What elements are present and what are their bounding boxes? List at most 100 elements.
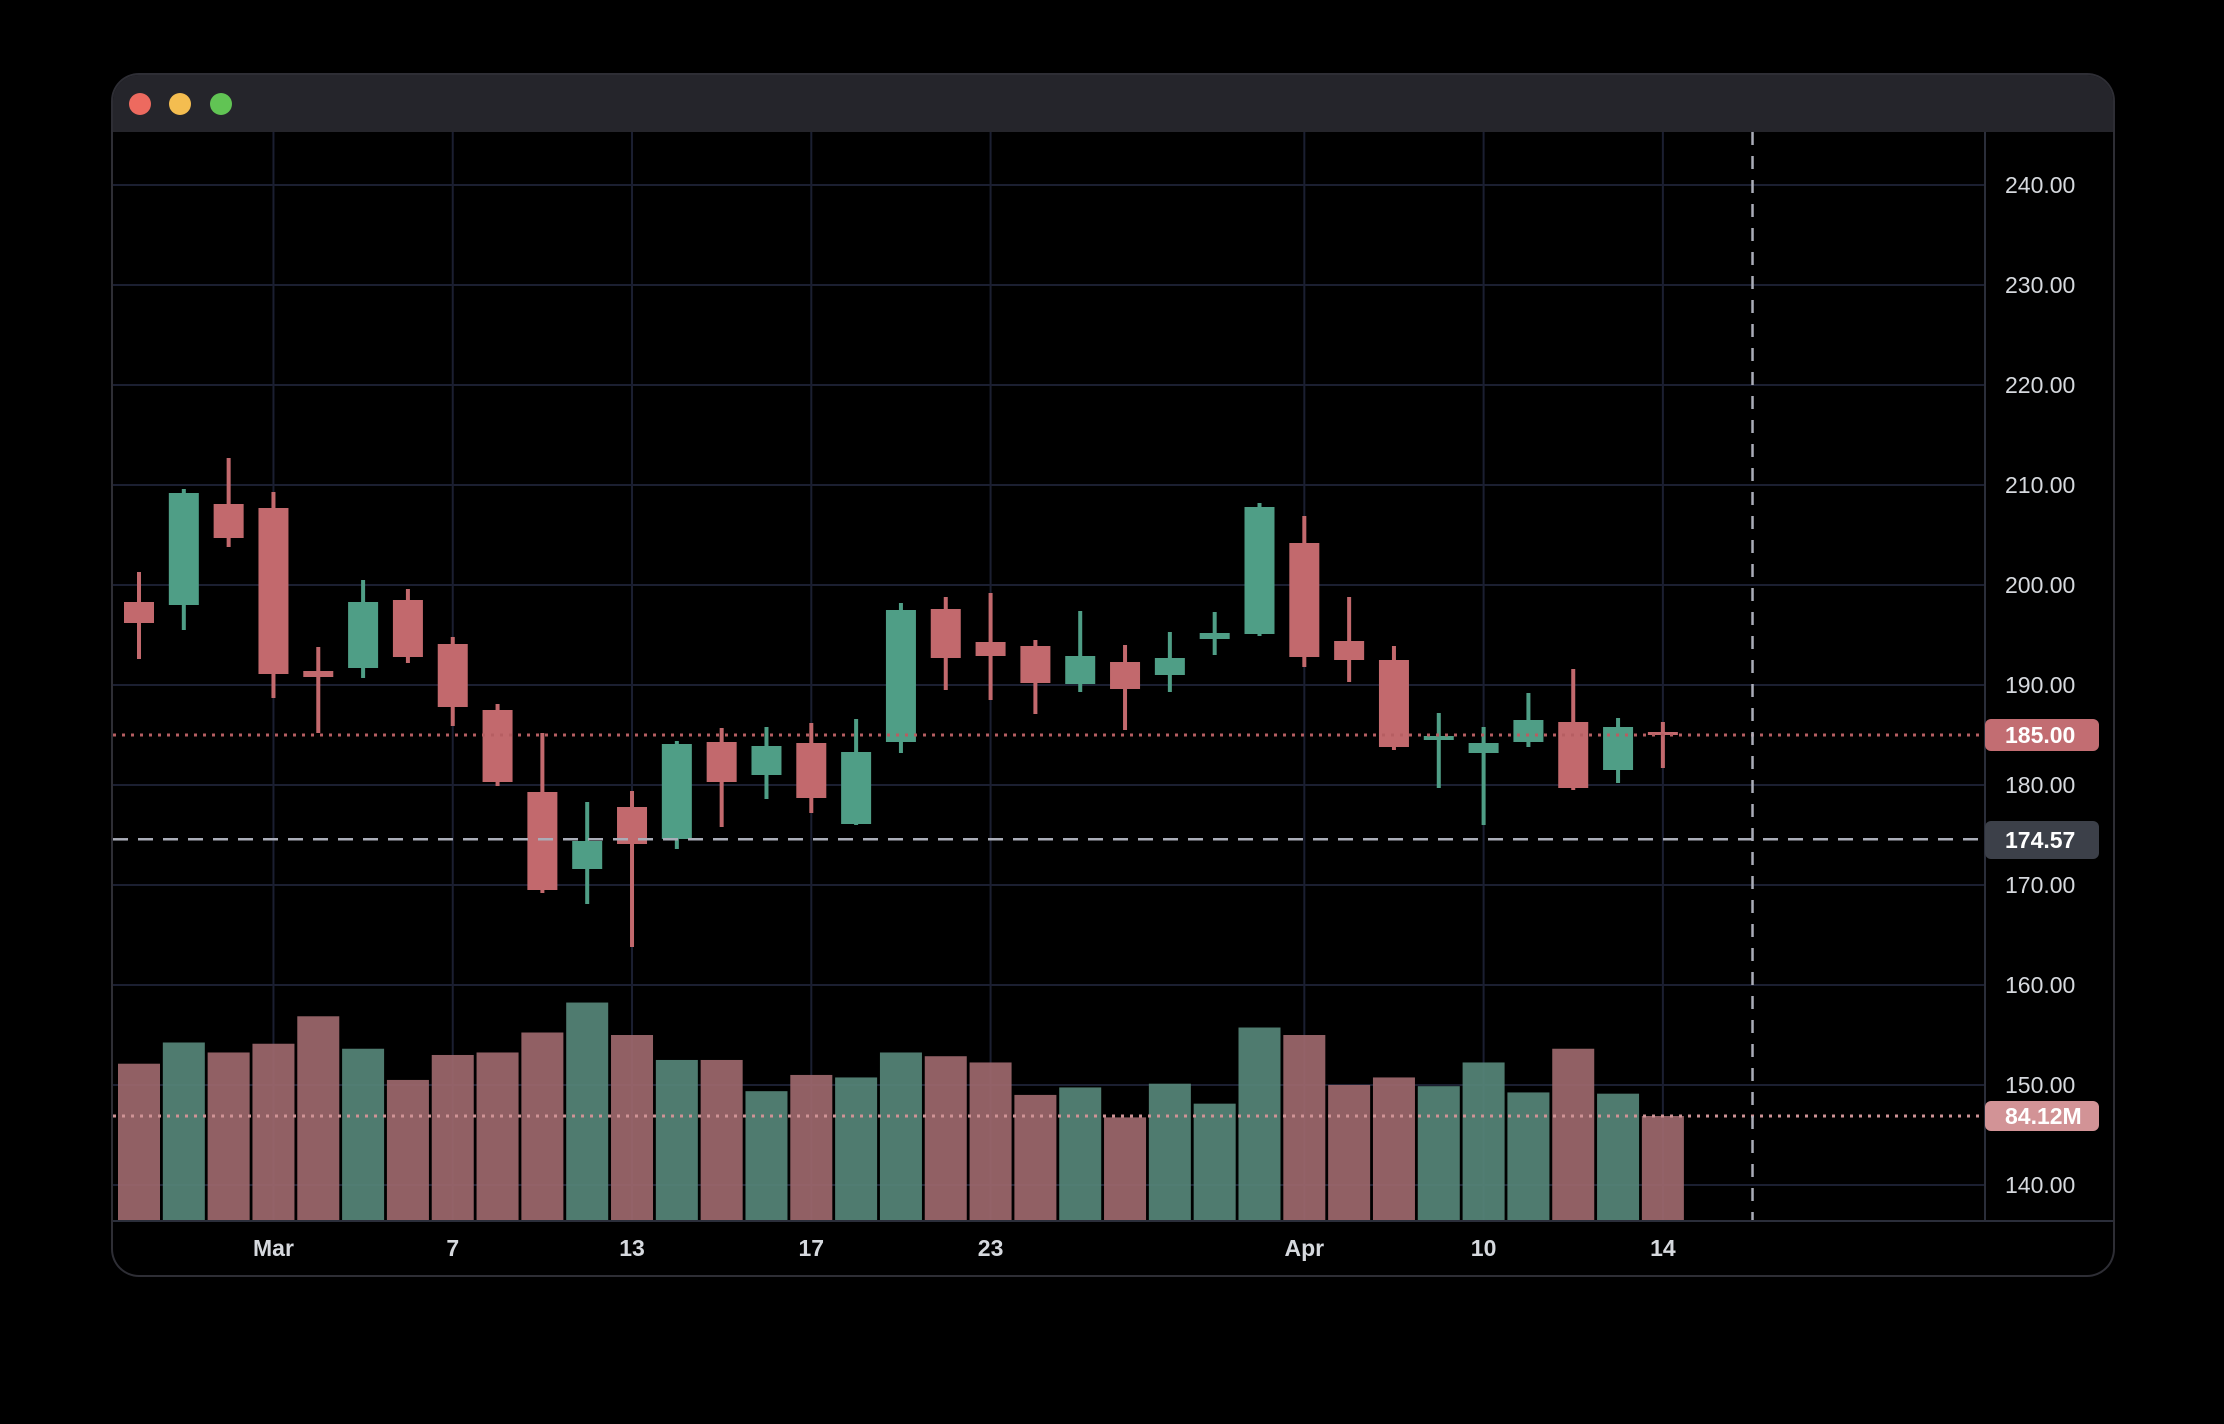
candle-body <box>124 602 154 623</box>
candle-body <box>168 493 199 605</box>
volume-bar <box>566 1002 609 1221</box>
price-axis-label: 220.00 <box>2005 372 2075 398</box>
candle-body <box>1423 736 1454 740</box>
price-axis-label: 140.00 <box>2005 1172 2075 1198</box>
candle-body <box>437 644 468 707</box>
price-axis-label: 170.00 <box>2005 872 2075 898</box>
candle-body <box>303 671 334 677</box>
volume-bar <box>969 1062 1012 1221</box>
volume-bar <box>1059 1087 1102 1221</box>
price-axis-label: 210.00 <box>2005 472 2075 498</box>
volume-bar <box>1552 1048 1595 1221</box>
price-axis-label: 180.00 <box>2005 772 2075 798</box>
candle-body <box>258 508 289 674</box>
candle-body <box>930 609 961 658</box>
volume-bar <box>118 1063 160 1221</box>
candle-body <box>1334 641 1365 660</box>
candle-body <box>1020 646 1051 683</box>
volume-bar <box>611 1035 654 1221</box>
volume-bar <box>162 1042 205 1221</box>
candle-body <box>1603 727 1634 770</box>
candle-body <box>661 744 692 839</box>
zoom-button[interactable] <box>210 93 232 115</box>
last-price-badge: 185.00 <box>1985 719 2099 751</box>
time-axis-label: 7 <box>446 1235 459 1261</box>
price-axis-label: 190.00 <box>2005 672 2075 698</box>
time-axis[interactable] <box>113 1221 1985 1275</box>
candle-body <box>796 743 827 798</box>
chart-area: 240.00 230.00 220.00 210.00 200.00 190.00 180.… <box>113 75 2113 1275</box>
candle-body <box>1289 543 1320 657</box>
volume-bar <box>1104 1117 1147 1221</box>
volume-bar <box>1417 1086 1460 1221</box>
candle-body <box>885 610 916 742</box>
volume-bar <box>924 1056 967 1221</box>
candle-body <box>1110 662 1141 689</box>
candle-body <box>617 807 648 844</box>
candle-body <box>527 792 558 890</box>
volume-bar <box>790 1074 833 1221</box>
candle-body <box>482 710 513 782</box>
volume-bar <box>1238 1027 1281 1221</box>
volume-bar <box>1597 1093 1640 1221</box>
candle-body <box>975 642 1006 656</box>
price-axis-label: 150.00 <box>2005 1072 2075 1098</box>
volume-bar <box>297 1016 340 1221</box>
window-titlebar[interactable] <box>113 75 2113 132</box>
volume-bar <box>1148 1083 1191 1221</box>
candle-body <box>841 752 872 824</box>
volume-bar <box>386 1079 429 1221</box>
volume-bar <box>700 1059 743 1221</box>
app-window: 240.00 230.00 220.00 210.00 200.00 190.00 180.… <box>113 75 2113 1275</box>
candle-body <box>1244 507 1275 634</box>
volume-bar <box>1014 1094 1057 1221</box>
candle-body <box>1199 633 1230 639</box>
price-axis-label: 230.00 <box>2005 272 2075 298</box>
candle-body <box>751 746 782 775</box>
volume-bar <box>1283 1035 1326 1221</box>
volume-value-badge: 84.12M <box>1985 1101 2099 1131</box>
time-axis-label: 13 <box>619 1235 645 1261</box>
price-axis[interactable] <box>1985 132 2113 1221</box>
chart-plot[interactable]: 240.00 230.00 220.00 210.00 200.00 190.00 180.… <box>113 75 2113 1275</box>
candle-body <box>348 602 379 668</box>
volume-bar <box>1193 1103 1236 1221</box>
time-axis-label: 14 <box>1650 1235 1676 1261</box>
volume-bar <box>1507 1092 1550 1221</box>
volume-bar <box>1372 1077 1415 1221</box>
candle-body <box>213 504 244 538</box>
crosshair-price-badge: 174.57 <box>1985 821 2099 859</box>
time-axis-label: 10 <box>1471 1235 1497 1261</box>
volume-bar <box>476 1052 519 1221</box>
volume-bar <box>1328 1084 1371 1221</box>
candle-body <box>572 841 603 869</box>
time-axis-label: 23 <box>978 1235 1004 1261</box>
minimize-button[interactable] <box>169 93 191 115</box>
volume-bar <box>1462 1062 1505 1221</box>
time-axis-label: 17 <box>799 1235 825 1261</box>
price-axis-label: 160.00 <box>2005 972 2075 998</box>
time-axis-label: Apr <box>1285 1235 1325 1261</box>
time-axis-label: Mar <box>253 1235 294 1261</box>
candle-body <box>1065 656 1096 684</box>
volume-bar <box>431 1054 474 1221</box>
price-axis-label: 200.00 <box>2005 572 2075 598</box>
candle-body <box>392 600 423 657</box>
volume-bar <box>835 1077 878 1221</box>
volume-bar <box>745 1091 788 1221</box>
volume-bar <box>1641 1115 1684 1221</box>
candle-body <box>1154 658 1185 675</box>
candle-body <box>1378 660 1409 747</box>
candle-body <box>1513 720 1544 742</box>
volume-bar <box>342 1048 385 1221</box>
close-button[interactable] <box>129 93 151 115</box>
candle-body <box>706 742 737 782</box>
volume-bar <box>655 1059 698 1221</box>
volume-bar <box>521 1032 564 1221</box>
candle-body <box>1468 743 1499 753</box>
volume-bar <box>207 1052 250 1221</box>
candle-body <box>1558 722 1589 788</box>
volume-bar <box>252 1043 295 1221</box>
price-axis-label: 240.00 <box>2005 172 2075 198</box>
